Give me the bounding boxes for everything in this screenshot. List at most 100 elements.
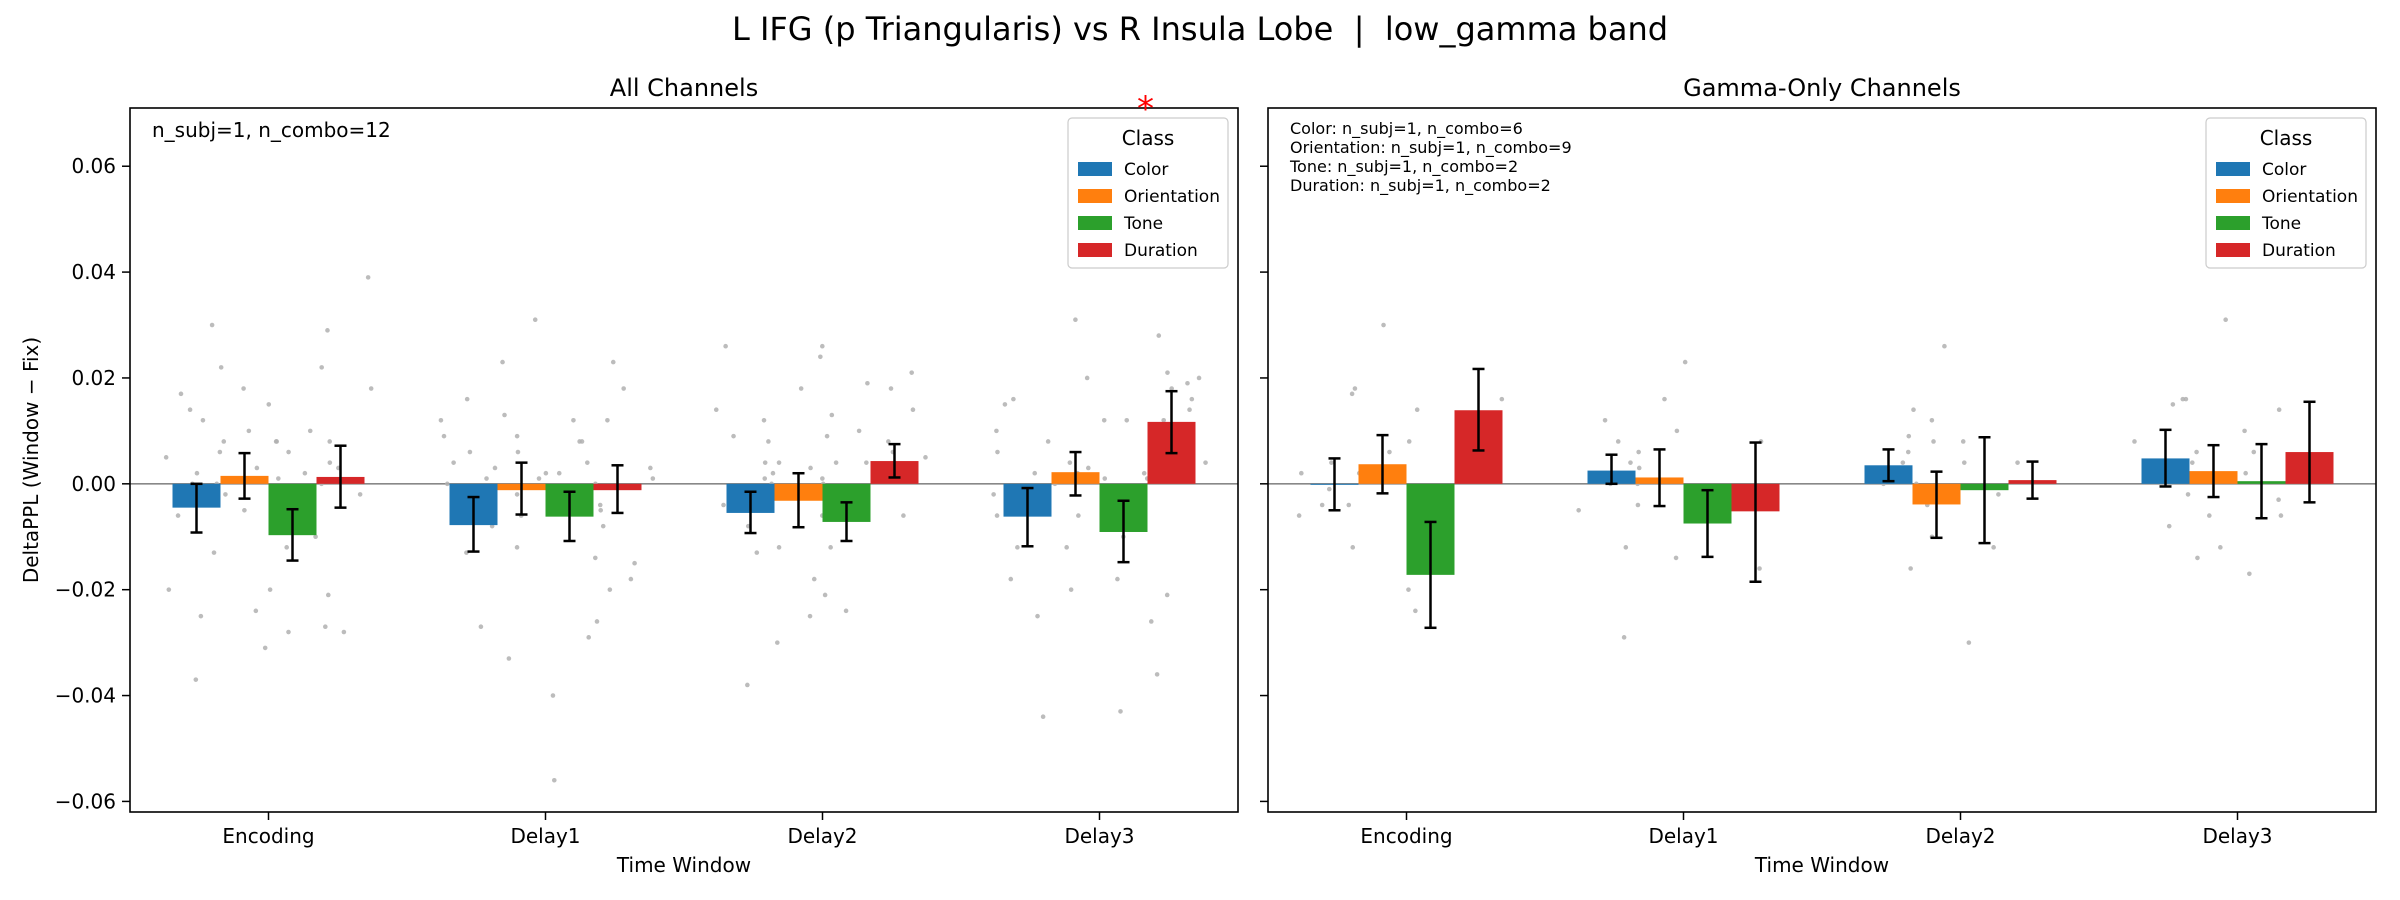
data-point xyxy=(713,407,719,413)
data-point xyxy=(2223,317,2228,323)
data-point xyxy=(762,476,768,481)
data-point xyxy=(1991,545,1996,550)
y-tick-label: −0.06 xyxy=(55,789,116,813)
data-point xyxy=(1148,619,1154,624)
legend: Class Color Orientation Tone Duration xyxy=(2205,117,2367,269)
data-point xyxy=(368,386,374,391)
legend-swatch-duration xyxy=(2216,243,2250,257)
data-point xyxy=(2015,460,2020,465)
data-point xyxy=(1908,566,1913,571)
data-point xyxy=(628,576,634,582)
data-point xyxy=(1169,386,1174,391)
data-point xyxy=(822,592,828,598)
data-point xyxy=(1118,709,1123,714)
data-point xyxy=(2242,428,2247,434)
data-point xyxy=(327,460,333,465)
data-point xyxy=(211,550,217,555)
data-point xyxy=(991,492,996,497)
data-point xyxy=(500,359,505,365)
data-point xyxy=(2132,439,2137,444)
data-point xyxy=(1161,418,1166,423)
data-point xyxy=(1084,375,1090,381)
annotation-line: Duration: n_subj=1, n_combo=2 xyxy=(1290,176,1551,196)
data-point xyxy=(2207,513,2212,518)
data-point xyxy=(198,613,204,619)
data-point xyxy=(267,587,273,592)
data-point xyxy=(798,386,804,391)
data-point xyxy=(1154,672,1160,677)
data-point xyxy=(1636,449,1641,455)
data-point xyxy=(829,412,835,418)
data-point xyxy=(594,619,600,624)
data-point xyxy=(1086,465,1091,471)
x-tick-label-encoding: Encoding xyxy=(222,824,314,848)
legend: Class Color Orientation Tone Duration xyxy=(1067,117,1229,269)
data-point xyxy=(1124,418,1130,423)
legend-title: Class xyxy=(2260,126,2313,150)
data-point xyxy=(209,322,215,328)
legend-label-tone: Tone xyxy=(2261,214,2301,234)
data-point xyxy=(2276,497,2281,502)
data-point xyxy=(1499,396,1505,402)
data-point xyxy=(1906,433,1912,439)
data-point xyxy=(571,418,576,423)
data-point xyxy=(286,629,291,635)
data-point xyxy=(820,343,825,349)
data-point xyxy=(187,407,193,413)
data-point xyxy=(818,354,823,360)
data-point xyxy=(585,460,590,465)
data-point xyxy=(242,507,247,513)
data-point xyxy=(1996,492,2001,497)
data-point xyxy=(586,635,591,640)
data-point xyxy=(1326,486,1332,492)
legend-label-orientation: Orientation xyxy=(2262,187,2358,207)
data-point xyxy=(1682,359,1688,365)
data-point xyxy=(217,449,223,455)
data-point xyxy=(1115,576,1120,582)
data-point xyxy=(1414,407,1420,413)
annotation-text: n_subj=1, n_combo=12 xyxy=(152,118,391,142)
data-point xyxy=(1299,470,1304,476)
legend-swatch-orientation xyxy=(1078,189,1112,203)
panel-title: Gamma-Only Channels xyxy=(1683,74,1961,102)
legend-label-duration: Duration xyxy=(2262,241,2336,261)
annotation-line: Color: n_subj=1, n_combo=6 xyxy=(1290,119,1523,139)
data-point xyxy=(556,470,562,476)
data-point xyxy=(2278,513,2284,518)
legend-swatch-color xyxy=(2216,162,2250,176)
data-point xyxy=(1102,476,1108,481)
data-point xyxy=(319,365,324,370)
data-point xyxy=(1164,592,1170,598)
data-point xyxy=(1674,428,1680,434)
data-point xyxy=(1381,322,1386,328)
data-point xyxy=(266,402,272,407)
data-point xyxy=(1045,439,1051,444)
data-point xyxy=(776,545,782,550)
data-point xyxy=(833,460,839,465)
data-point xyxy=(807,613,813,619)
data-point xyxy=(550,693,556,698)
data-point xyxy=(241,386,246,391)
data-point xyxy=(723,343,728,349)
data-point xyxy=(1015,545,1020,550)
data-point xyxy=(721,502,726,508)
data-point xyxy=(1156,333,1162,338)
data-point xyxy=(2247,571,2252,577)
data-point xyxy=(994,513,1000,518)
data-point xyxy=(2194,449,2199,455)
y-tick-label: 0.02 xyxy=(71,366,116,390)
data-point xyxy=(923,455,928,460)
data-point xyxy=(543,470,549,476)
data-point xyxy=(2195,555,2200,561)
data-point xyxy=(438,418,444,423)
y-tick-label: 0.00 xyxy=(71,472,116,496)
legend-label-color: Color xyxy=(1124,160,1168,180)
data-point xyxy=(1960,439,1966,444)
data-point xyxy=(865,380,870,386)
data-point xyxy=(274,439,280,444)
x-tick-label-delay2: Delay2 xyxy=(787,824,857,848)
data-point xyxy=(632,560,637,566)
data-point xyxy=(770,470,776,476)
data-point xyxy=(276,476,281,481)
data-point xyxy=(178,391,184,397)
